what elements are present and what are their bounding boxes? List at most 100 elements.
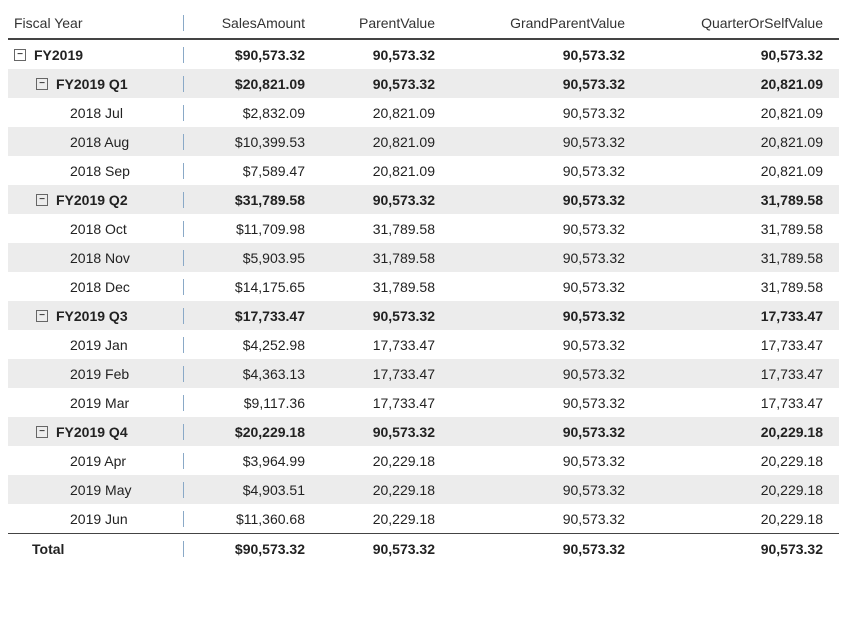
row-label[interactable]: 2019 May [8, 482, 183, 498]
header-fiscal-year[interactable]: Fiscal Year [8, 15, 183, 31]
cell-quarter-or-self: 90,573.32 [633, 47, 833, 63]
header-quarter-or-self-value[interactable]: QuarterOrSelfValue [633, 15, 833, 31]
cell-quarter-or-self: 20,229.18 [633, 482, 833, 498]
row-label[interactable]: 2018 Sep [8, 163, 183, 179]
cell-quarter-or-self: 17,733.47 [633, 337, 833, 353]
table-row[interactable]: 2019 Feb$4,363.1317,733.4790,573.3217,73… [8, 359, 839, 388]
matrix-body: FY2019$90,573.3290,573.3290,573.3290,573… [8, 40, 839, 533]
cell-parent-value: 31,789.58 [313, 250, 443, 266]
cell-grandparent-value: 90,573.32 [443, 337, 633, 353]
cell-parent-value: 20,821.09 [313, 134, 443, 150]
table-row[interactable]: 2018 Aug$10,399.5320,821.0990,573.3220,8… [8, 127, 839, 156]
row-label[interactable]: 2019 Jun [8, 511, 183, 527]
cell-sales-amount: $90,573.32 [183, 47, 313, 63]
collapse-icon[interactable] [36, 78, 48, 90]
row-label[interactable]: 2018 Oct [8, 221, 183, 237]
table-row[interactable]: 2019 Jan$4,252.9817,733.4790,573.3217,73… [8, 330, 839, 359]
cell-sales-amount: $11,709.98 [183, 221, 313, 237]
cell-quarter-or-self: 20,229.18 [633, 453, 833, 469]
table-row[interactable]: FY2019 Q4$20,229.1890,573.3290,573.3220,… [8, 417, 839, 446]
table-row[interactable]: 2019 May$4,903.5120,229.1890,573.3220,22… [8, 475, 839, 504]
cell-quarter-or-self: 20,821.09 [633, 105, 833, 121]
cell-parent-value: 90,573.32 [313, 76, 443, 92]
pivot-matrix: Fiscal Year SalesAmount ParentValue Gran… [8, 8, 839, 563]
row-label-text: 2018 Sep [70, 163, 130, 179]
row-label[interactable]: FY2019 Q2 [8, 192, 183, 208]
row-label-text: 2019 Jan [70, 337, 128, 353]
row-label-text: 2018 Aug [70, 134, 129, 150]
row-label-text: 2019 May [70, 482, 131, 498]
cell-parent-value: 90,573.32 [313, 192, 443, 208]
cell-quarter-or-self: 17,733.47 [633, 308, 833, 324]
table-row[interactable]: 2018 Sep$7,589.4720,821.0990,573.3220,82… [8, 156, 839, 185]
row-label[interactable]: 2019 Jan [8, 337, 183, 353]
cell-grandparent-value: 90,573.32 [443, 47, 633, 63]
table-row[interactable]: 2019 Jun$11,360.6820,229.1890,573.3220,2… [8, 504, 839, 533]
row-label[interactable]: FY2019 Q4 [8, 424, 183, 440]
row-label[interactable]: 2019 Feb [8, 366, 183, 382]
row-label[interactable]: 2019 Mar [8, 395, 183, 411]
table-row[interactable]: FY2019 Q3$17,733.4790,573.3290,573.3217,… [8, 301, 839, 330]
cell-parent-value: 17,733.47 [313, 395, 443, 411]
row-label[interactable]: FY2019 [8, 47, 183, 63]
table-row[interactable]: FY2019 Q2$31,789.5890,573.3290,573.3231,… [8, 185, 839, 214]
row-label[interactable]: 2018 Aug [8, 134, 183, 150]
cell-quarter-or-self: 31,789.58 [633, 221, 833, 237]
cell-grandparent-value: 90,573.32 [443, 453, 633, 469]
cell-parent-value: 17,733.47 [313, 366, 443, 382]
cell-parent-value: 20,229.18 [313, 511, 443, 527]
cell-sales-amount: $20,229.18 [183, 424, 313, 440]
cell-sales-amount: $14,175.65 [183, 279, 313, 295]
cell-sales-amount: $3,964.99 [183, 453, 313, 469]
row-label-text: 2019 Apr [70, 453, 126, 469]
row-label-text: FY2019 Q4 [56, 424, 128, 440]
row-label[interactable]: FY2019 Q1 [8, 76, 183, 92]
cell-grandparent-value: 90,573.32 [443, 308, 633, 324]
row-label-text: FY2019 Q1 [56, 76, 128, 92]
row-label[interactable]: 2018 Nov [8, 250, 183, 266]
table-row[interactable]: FY2019 Q1$20,821.0990,573.3290,573.3220,… [8, 69, 839, 98]
row-label[interactable]: 2018 Dec [8, 279, 183, 295]
table-row[interactable]: 2018 Jul$2,832.0920,821.0990,573.3220,82… [8, 98, 839, 127]
cell-parent-value: 17,733.47 [313, 337, 443, 353]
cell-grandparent-value: 90,573.32 [443, 221, 633, 237]
row-label[interactable]: 2019 Apr [8, 453, 183, 469]
cell-quarter-or-self: 20,229.18 [633, 424, 833, 440]
collapse-icon[interactable] [36, 194, 48, 206]
cell-parent-value: 31,789.58 [313, 279, 443, 295]
row-label[interactable]: 2018 Jul [8, 105, 183, 121]
cell-quarter-or-self: 20,821.09 [633, 163, 833, 179]
cell-grandparent-value: 90,573.32 [443, 163, 633, 179]
row-label-text: FY2019 [34, 47, 83, 63]
collapse-icon[interactable] [36, 426, 48, 438]
total-sales: $90,573.32 [183, 541, 313, 557]
total-grandparent: 90,573.32 [443, 541, 633, 557]
cell-quarter-or-self: 20,821.09 [633, 76, 833, 92]
cell-sales-amount: $20,821.09 [183, 76, 313, 92]
header-row: Fiscal Year SalesAmount ParentValue Gran… [8, 8, 839, 40]
cell-quarter-or-self: 20,821.09 [633, 134, 833, 150]
table-row[interactable]: 2018 Nov$5,903.9531,789.5890,573.3231,78… [8, 243, 839, 272]
cell-parent-value: 20,229.18 [313, 453, 443, 469]
cell-sales-amount: $9,117.36 [183, 395, 313, 411]
collapse-icon[interactable] [14, 49, 26, 61]
header-sales-amount[interactable]: SalesAmount [183, 15, 313, 31]
cell-parent-value: 20,229.18 [313, 482, 443, 498]
row-label-text: FY2019 Q3 [56, 308, 128, 324]
row-label-text: 2018 Dec [70, 279, 130, 295]
table-row[interactable]: 2018 Oct$11,709.9831,789.5890,573.3231,7… [8, 214, 839, 243]
row-label-text: 2018 Nov [70, 250, 130, 266]
collapse-icon[interactable] [36, 310, 48, 322]
table-row[interactable]: 2018 Dec$14,175.6531,789.5890,573.3231,7… [8, 272, 839, 301]
row-label[interactable]: FY2019 Q3 [8, 308, 183, 324]
table-row[interactable]: 2019 Mar$9,117.3617,733.4790,573.3217,73… [8, 388, 839, 417]
cell-parent-value: 20,821.09 [313, 105, 443, 121]
header-grandparent-value[interactable]: GrandParentValue [443, 15, 633, 31]
cell-sales-amount: $2,832.09 [183, 105, 313, 121]
table-row[interactable]: 2019 Apr$3,964.9920,229.1890,573.3220,22… [8, 446, 839, 475]
row-label-text: 2019 Jun [70, 511, 128, 527]
header-parent-value[interactable]: ParentValue [313, 15, 443, 31]
cell-quarter-or-self: 31,789.58 [633, 250, 833, 266]
cell-quarter-or-self: 31,789.58 [633, 279, 833, 295]
table-row[interactable]: FY2019$90,573.3290,573.3290,573.3290,573… [8, 40, 839, 69]
